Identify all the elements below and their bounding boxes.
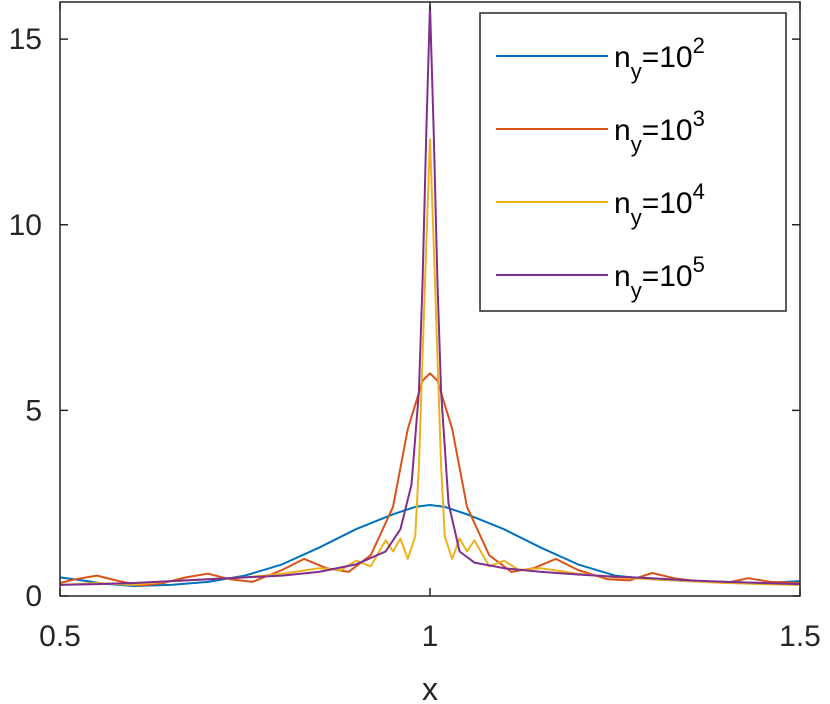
ticks-layer: 0.5 1 1.5 0 5 10 15 bbox=[9, 2, 821, 653]
y-tick-label: 15 bbox=[9, 23, 42, 56]
series-line-2 bbox=[59, 372, 801, 587]
series-line-3 bbox=[59, 138, 801, 586]
legend-entry-3: ny=104 bbox=[614, 179, 705, 230]
plot-frame bbox=[59, 1, 801, 597]
legend-entry-2: ny=103 bbox=[614, 106, 705, 157]
legend: ny=102 ny=103 ny=104 ny=105 bbox=[479, 12, 787, 312]
y-tick-label: 0 bbox=[25, 580, 42, 613]
x-tick-label: 0.5 bbox=[39, 620, 81, 653]
x-axis-label: x bbox=[422, 671, 438, 704]
y-tick-label: 5 bbox=[25, 394, 42, 427]
legend-entry-1: ny=102 bbox=[614, 33, 705, 84]
x-tick-label: 1.5 bbox=[779, 620, 821, 653]
y-tick-label: 10 bbox=[9, 209, 42, 242]
x-tick-label: 1 bbox=[422, 620, 439, 653]
legend-entry-4: ny=105 bbox=[614, 252, 705, 303]
legend-box bbox=[479, 12, 787, 312]
